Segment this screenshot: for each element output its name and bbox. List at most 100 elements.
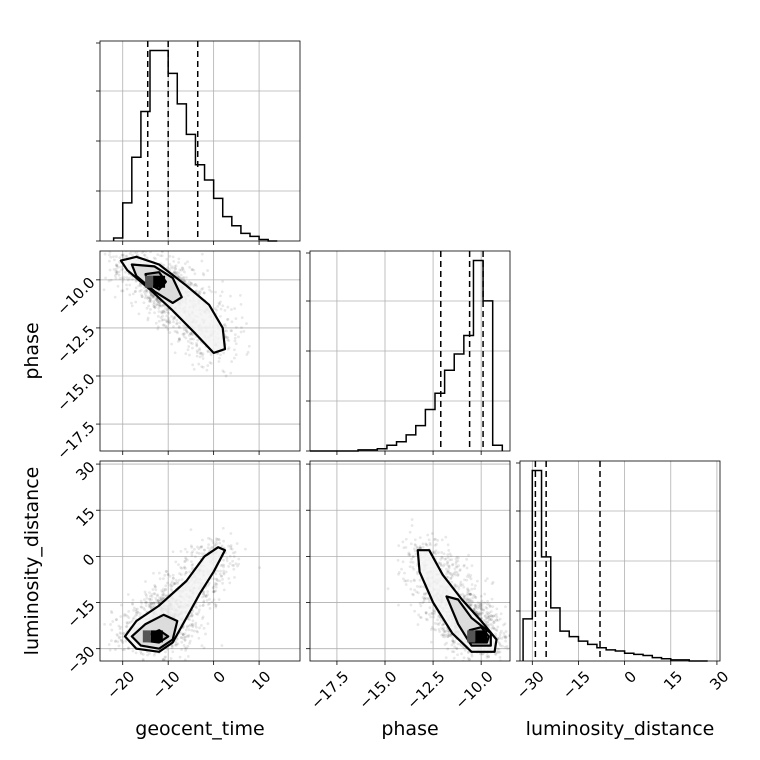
scatter-point bbox=[205, 599, 209, 602]
scatter-point bbox=[187, 633, 191, 637]
scatter-point bbox=[219, 569, 222, 573]
scatter-point bbox=[156, 327, 160, 331]
scatter-point bbox=[466, 590, 470, 594]
scatter-point bbox=[190, 551, 194, 555]
scatter-point bbox=[148, 598, 152, 601]
x-tick-label-luminosity_distance: −30 bbox=[513, 667, 548, 702]
scatter-point bbox=[144, 601, 147, 605]
scatter-point bbox=[146, 653, 149, 657]
scatter-point bbox=[157, 306, 161, 310]
scatter-point bbox=[174, 264, 178, 268]
scatter-point bbox=[430, 626, 434, 629]
scatter-point bbox=[202, 599, 206, 603]
scatter-point bbox=[152, 601, 156, 605]
scatter-point bbox=[222, 571, 226, 575]
contour-line bbox=[130, 613, 179, 650]
scatter-point bbox=[169, 582, 173, 586]
scatter-point bbox=[421, 601, 425, 605]
scatter-point bbox=[221, 526, 225, 530]
scatter-point bbox=[258, 566, 262, 570]
scatter-point bbox=[428, 541, 432, 545]
scatter-point bbox=[116, 265, 120, 269]
scatter-point bbox=[497, 647, 501, 651]
scatter-point bbox=[126, 646, 130, 650]
scatter-point bbox=[170, 589, 174, 592]
scatter-point bbox=[173, 317, 176, 320]
scatter-point bbox=[219, 574, 223, 578]
scatter-point bbox=[114, 255, 118, 258]
scatter-point bbox=[221, 577, 225, 581]
scatter-point bbox=[185, 625, 189, 629]
scatter-point bbox=[107, 279, 111, 283]
scatter-point bbox=[130, 251, 133, 254]
scatter-point bbox=[479, 594, 483, 598]
scatter-point bbox=[210, 290, 214, 294]
scatter-point bbox=[228, 562, 232, 565]
scatter-point bbox=[195, 344, 199, 348]
scatter-point bbox=[189, 623, 192, 627]
scatter-point bbox=[148, 296, 152, 300]
scatter-point bbox=[468, 658, 472, 661]
scatter-point bbox=[496, 625, 500, 629]
scatter-point bbox=[171, 317, 175, 321]
scatter-point bbox=[213, 581, 217, 585]
scatter-point bbox=[419, 616, 423, 620]
scatter-point bbox=[148, 591, 151, 595]
scatter-point bbox=[495, 618, 498, 622]
scatter-panel-geocent_time-luminosity_distance bbox=[99, 460, 301, 662]
scatter-point bbox=[163, 573, 167, 577]
scatter-point bbox=[450, 558, 454, 562]
scatter-point bbox=[186, 624, 189, 628]
scatter-point bbox=[408, 530, 412, 534]
scatter-point bbox=[477, 605, 481, 609]
scatter-point bbox=[140, 601, 144, 605]
scatter-point bbox=[183, 635, 187, 639]
scatter-point bbox=[421, 545, 425, 549]
scatter-point bbox=[154, 297, 158, 301]
scatter-point bbox=[134, 611, 138, 615]
scatter-point bbox=[219, 353, 222, 357]
scatter-point bbox=[448, 571, 452, 575]
scatter-point bbox=[200, 544, 203, 548]
scatter-point bbox=[441, 635, 445, 638]
scatter-point bbox=[149, 293, 153, 297]
scatter-point bbox=[508, 634, 510, 638]
scatter-point bbox=[173, 581, 177, 585]
scatter-point bbox=[485, 616, 489, 620]
scatter-point bbox=[469, 592, 472, 596]
scatter-point bbox=[157, 300, 161, 304]
scatter-point bbox=[229, 544, 233, 547]
scatter-point bbox=[190, 560, 193, 564]
scatter-point bbox=[416, 623, 420, 626]
scatter-point bbox=[170, 580, 174, 584]
scatter-point bbox=[481, 611, 485, 615]
scatter-point bbox=[175, 637, 179, 641]
scatter-point bbox=[173, 267, 177, 270]
scatter-point bbox=[182, 276, 185, 280]
scatter-point bbox=[157, 600, 161, 603]
scatter-point bbox=[170, 265, 173, 268]
scatter-point bbox=[485, 577, 489, 581]
scatter-point bbox=[155, 303, 159, 307]
scatter-point bbox=[123, 613, 126, 616]
x-tick-label-luminosity_distance: 30 bbox=[706, 667, 732, 693]
scatter-point bbox=[451, 572, 455, 576]
scatter-point bbox=[148, 602, 152, 606]
scatter-point bbox=[468, 599, 471, 603]
scatter-point bbox=[201, 615, 205, 619]
scatter-point bbox=[485, 606, 489, 610]
scatter-point bbox=[210, 600, 214, 604]
scatter-point bbox=[404, 579, 408, 583]
scatter-point bbox=[148, 594, 152, 598]
scatter-point bbox=[488, 617, 491, 621]
scatter-point bbox=[227, 339, 231, 342]
scatter-point bbox=[218, 579, 222, 583]
scatter-point bbox=[152, 305, 156, 308]
scatter-point bbox=[233, 550, 237, 554]
scatter-point bbox=[422, 593, 426, 596]
scatter-point bbox=[483, 614, 487, 618]
scatter-point bbox=[495, 650, 499, 653]
scatter-point bbox=[157, 571, 161, 575]
scatter-point bbox=[440, 555, 444, 559]
scatter-point bbox=[201, 595, 205, 599]
